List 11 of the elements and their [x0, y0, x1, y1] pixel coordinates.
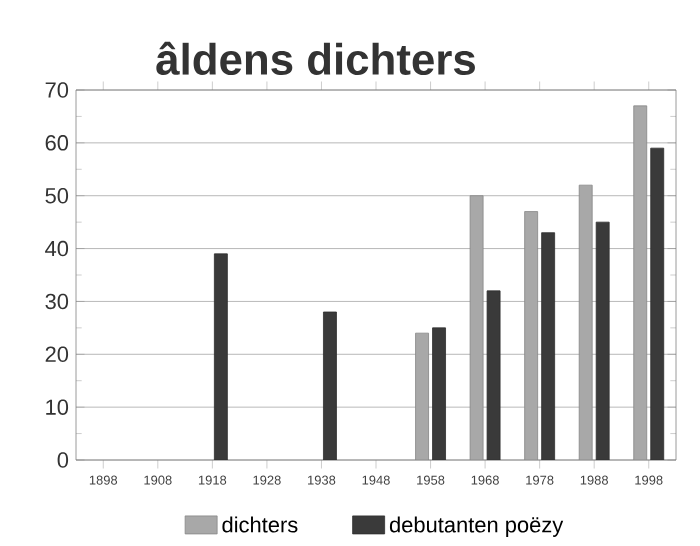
y-tick-label: 40: [45, 240, 69, 257]
y-tick-label: 20: [45, 346, 69, 363]
legend-label: debutanten poëzy: [389, 516, 564, 537]
y-tick-label: 60: [45, 135, 69, 151]
y-tick-label: 50: [45, 187, 69, 204]
legend-label: dichters: [222, 516, 298, 533]
y-tick-label: 70: [45, 82, 69, 98]
y-tick-label: 10: [46, 399, 69, 415]
chart-title: âldens dichters: [156, 41, 475, 76]
y-tick-label: 0: [57, 452, 69, 468]
y-tick-label: 30: [45, 293, 69, 310]
